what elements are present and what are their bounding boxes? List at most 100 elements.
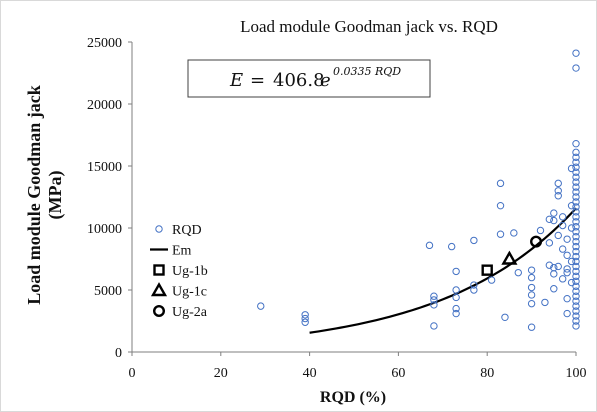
rqd-data-point <box>572 297 580 305</box>
equation-lhs: E <box>229 70 243 91</box>
legend-label: Ug-2a <box>172 305 208 320</box>
fit-curve-line <box>309 207 577 334</box>
rqd-data-point <box>572 302 580 310</box>
y-axis-title-line1: Load module Goodman jack <box>24 85 44 305</box>
rqd-data-point <box>563 251 571 259</box>
rqd-data-point <box>550 270 558 278</box>
equation-box: E = 406.8 e 0.0335 RQD <box>187 59 431 98</box>
y-tick-label: 5000 <box>94 284 122 299</box>
series-point-ug-2a <box>530 235 543 248</box>
rqd-data-point <box>572 232 580 241</box>
legend-swatch-marker <box>150 282 168 297</box>
rqd-data-point <box>572 267 580 276</box>
rqd-data-point <box>496 201 505 210</box>
rqd-data-point <box>572 183 580 191</box>
rqd-data-point <box>572 178 580 186</box>
rqd-data-point <box>301 314 309 323</box>
rqd-data-point <box>501 313 509 321</box>
rqd-data-point <box>554 262 562 271</box>
rqd-data-point <box>563 268 571 277</box>
rqd-data-point <box>572 198 580 206</box>
x-tick-label: 0 <box>129 366 136 381</box>
axis-ticks: 0 5000 10000 15000 20000 25000 0 20 40 60 80 100 <box>87 36 587 381</box>
rqd-data-point <box>567 164 576 173</box>
rqd-data-point <box>301 311 309 319</box>
equation-frame <box>187 59 431 98</box>
rqd-data-point <box>452 304 460 313</box>
legend-label: Em <box>172 244 192 259</box>
rqd-data-point <box>536 226 545 235</box>
rqd-data-point <box>514 268 522 277</box>
equation-coefficient: 406.8 <box>273 70 325 91</box>
rqd-data-point <box>554 192 562 200</box>
rqd-data-point <box>572 317 580 325</box>
rqd-data-point <box>527 273 536 282</box>
rqd-data-point <box>572 168 580 176</box>
rqd-data-point <box>572 218 580 226</box>
rqd-data-point <box>527 323 536 331</box>
series-point-ug-1b <box>481 264 493 276</box>
rqd-data-point <box>572 312 580 320</box>
y-tick-label: 20000 <box>87 98 122 113</box>
y-axis-title-line2: (MPa) <box>45 171 66 220</box>
equation-equals: = <box>250 70 265 91</box>
series-point-ug-1c <box>501 250 518 265</box>
rqd-data-point <box>430 296 438 304</box>
rqd-data-point <box>572 153 580 162</box>
rqd-data-point <box>567 278 576 287</box>
rqd-data-point <box>541 298 549 307</box>
rqd-data-point <box>572 173 580 181</box>
rqd-data-point <box>572 208 580 216</box>
rqd-data-point <box>572 64 580 72</box>
rqd-data-point <box>470 281 478 289</box>
rqd-data-point <box>572 213 580 221</box>
equation-base: e <box>320 70 331 91</box>
rqd-data-point <box>572 49 580 57</box>
rqd-data-point <box>572 193 580 201</box>
data-marks <box>257 49 580 334</box>
rqd-data-point <box>572 287 580 295</box>
rqd-data-point <box>572 228 580 236</box>
x-tick-label: 100 <box>566 366 587 381</box>
rqd-data-point <box>496 179 505 188</box>
legend-label: RQD <box>172 223 202 238</box>
rqd-data-point <box>430 292 438 300</box>
rqd-data-point <box>572 237 580 246</box>
rqd-data-point <box>527 291 536 299</box>
legend-label: Ug-1c <box>172 285 207 300</box>
rqd-data-point <box>430 301 438 309</box>
rqd-data-point <box>567 201 576 210</box>
rqd-data-point <box>550 216 558 225</box>
y-tick-label: 0 <box>115 346 122 361</box>
rqd-data-point <box>572 188 580 196</box>
legend-swatch-marker <box>155 225 163 233</box>
y-tick-label: 15000 <box>87 160 122 175</box>
rqd-data-point <box>550 209 558 217</box>
rqd-data-point <box>563 265 571 273</box>
rqd-data-point <box>572 158 580 166</box>
rqd-data-point <box>558 221 567 230</box>
rqd-data-point <box>572 242 580 251</box>
x-axis-title: RQD (%) <box>320 389 386 406</box>
plot-area <box>131 42 576 353</box>
rqd-data-point <box>572 262 580 271</box>
rqd-data-point <box>545 261 554 269</box>
x-tick-label: 80 <box>480 366 494 381</box>
rqd-data-point <box>257 302 265 310</box>
rqd-data-point <box>572 223 580 231</box>
rqd-data-point <box>452 293 460 302</box>
y-tick-label: 10000 <box>87 222 122 237</box>
x-tick-label: 40 <box>303 366 317 381</box>
rqd-data-point <box>572 277 580 286</box>
rqd-data-point <box>496 230 505 238</box>
rqd-data-point <box>572 163 580 171</box>
rqd-data-point <box>527 299 536 308</box>
rqd-data-point <box>527 283 536 292</box>
rqd-data-point <box>563 309 571 318</box>
rqd-data-point <box>452 286 460 294</box>
chart-title: Load module Goodman jack vs. RQD <box>240 17 498 36</box>
rqd-data-point <box>545 215 554 224</box>
x-tick-label: 60 <box>391 366 405 381</box>
rqd-data-point <box>558 213 567 221</box>
